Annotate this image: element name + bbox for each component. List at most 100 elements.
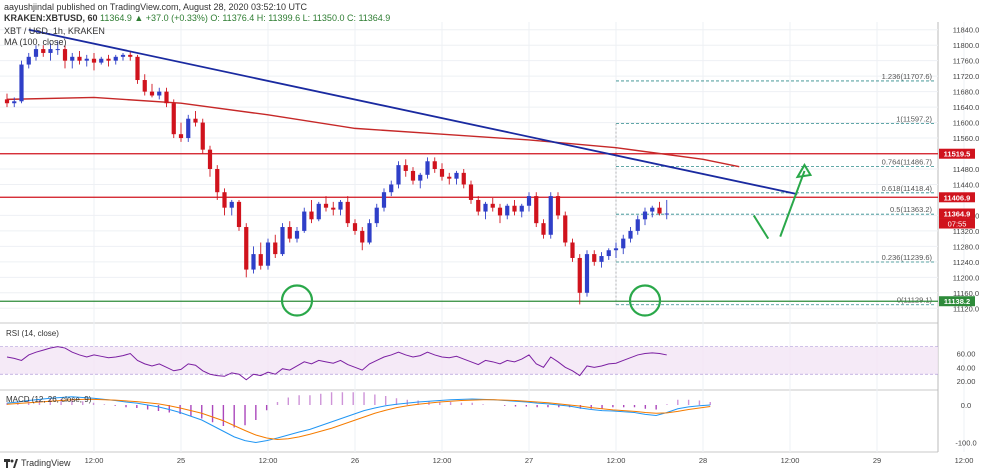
candle-body bbox=[323, 203, 329, 208]
price-tick-label: 11760.0 bbox=[953, 57, 980, 66]
time-tick-label: 26 bbox=[351, 456, 359, 465]
candle-body bbox=[19, 64, 24, 102]
price-tick-label: 11840.0 bbox=[953, 26, 980, 35]
fib-level-label: 0.764(11486.7) bbox=[882, 157, 933, 166]
price-tick-label: 11800.0 bbox=[953, 41, 980, 50]
candle-body bbox=[345, 201, 350, 224]
path-arrow-segment bbox=[779, 170, 806, 237]
candle-body bbox=[244, 227, 249, 270]
time-tick-label: 25 bbox=[177, 456, 185, 465]
candle-body bbox=[613, 248, 619, 251]
candle-body bbox=[128, 54, 133, 57]
candle-body bbox=[577, 257, 582, 293]
candle-body bbox=[251, 254, 256, 270]
candle-body bbox=[12, 101, 17, 104]
candle-body bbox=[171, 103, 176, 135]
candle-body bbox=[367, 223, 372, 243]
price-tick-label: 11640.0 bbox=[953, 103, 980, 112]
candle-body bbox=[425, 161, 430, 175]
candle-body bbox=[62, 49, 68, 61]
bearish-trendline bbox=[28, 28, 798, 196]
candle-body bbox=[439, 169, 445, 177]
candle-body bbox=[229, 201, 234, 208]
candle-body bbox=[4, 99, 10, 104]
price-tick-label: 11280.0 bbox=[953, 242, 980, 251]
candle-body bbox=[309, 211, 314, 220]
chart-title: XBT / USD, 1h, KRAKEN bbox=[4, 26, 105, 36]
candle-body bbox=[70, 56, 75, 61]
fib-level-label: 0.618(11418.4) bbox=[882, 184, 933, 193]
macd-label: MACD (12, 26, close, 9) bbox=[6, 395, 92, 404]
candle-body bbox=[599, 256, 604, 262]
candle-body bbox=[410, 170, 416, 181]
candle-body bbox=[505, 205, 510, 216]
candle-body bbox=[490, 203, 495, 208]
candle-body bbox=[149, 91, 155, 96]
time-tick-label: 12:00 bbox=[607, 456, 626, 465]
rsi-line bbox=[6, 346, 667, 381]
price-tick-label: 11680.0 bbox=[953, 88, 980, 97]
time-tick-label: 12:00 bbox=[955, 456, 974, 465]
candle-body bbox=[120, 54, 126, 57]
rsi-label: RSI (14, close) bbox=[6, 329, 59, 338]
candle-body bbox=[222, 192, 227, 208]
candle-body bbox=[381, 192, 387, 208]
candle-body bbox=[26, 56, 31, 65]
macd-tick-label: -100.0 bbox=[955, 439, 976, 448]
candle-body bbox=[664, 213, 669, 215]
rsi-tick-label: 40.00 bbox=[957, 363, 976, 372]
current-price-tag bbox=[939, 208, 975, 219]
candle-body bbox=[207, 149, 213, 169]
candle-body bbox=[135, 56, 140, 81]
price-tick-label: 11160.0 bbox=[953, 289, 979, 298]
candle-body bbox=[265, 242, 271, 266]
support-tag bbox=[939, 296, 975, 307]
countdown-label: 07:55 bbox=[948, 220, 967, 229]
candle-body bbox=[628, 230, 633, 239]
resistance-1-tag-label: 11519.5 bbox=[944, 150, 971, 159]
candle-body bbox=[461, 172, 466, 185]
moving-average-line bbox=[6, 96, 740, 168]
macd-line bbox=[6, 396, 711, 444]
candle-body bbox=[606, 250, 611, 257]
price-tick-label: 11440.0 bbox=[953, 180, 980, 189]
candle-body bbox=[592, 254, 597, 262]
candle-body bbox=[635, 219, 640, 231]
ma-indicator-label: MA (100, close) bbox=[4, 37, 67, 47]
candle-body bbox=[447, 176, 452, 179]
support-circle bbox=[628, 284, 662, 317]
price-tick-label: 11240.0 bbox=[953, 258, 980, 267]
fib-level-label: 0(11129.1) bbox=[897, 296, 933, 305]
candle-body bbox=[621, 238, 626, 249]
tradingview-logo[interactable]: TradingView bbox=[4, 458, 71, 468]
candle-body bbox=[48, 49, 53, 53]
candle-body bbox=[389, 184, 394, 193]
candle-body bbox=[650, 207, 655, 212]
candle-body bbox=[236, 201, 242, 228]
candle-body bbox=[157, 91, 162, 96]
candle-body bbox=[584, 254, 590, 293]
candle-body bbox=[316, 203, 321, 220]
publisher-line: aayushjindal published on TradingView.co… bbox=[4, 2, 308, 12]
candle-body bbox=[280, 227, 285, 255]
candle-body bbox=[563, 215, 568, 243]
candle-body bbox=[519, 205, 524, 212]
candle-body bbox=[258, 254, 263, 266]
candle-body bbox=[541, 223, 546, 235]
candle-body bbox=[200, 122, 205, 150]
candle-body bbox=[657, 207, 662, 214]
candle-body bbox=[642, 211, 648, 220]
candle-body bbox=[302, 211, 307, 231]
signal-line bbox=[6, 398, 711, 441]
quote-line: KRAKEN:XBTUSD, 60 11364.9 ▲ +37.0 (+0.33… bbox=[4, 13, 390, 23]
candle-body bbox=[331, 207, 336, 210]
arrow-head bbox=[795, 162, 813, 179]
candle-body bbox=[106, 58, 111, 61]
candle-body bbox=[338, 201, 343, 210]
resistance-2-tag bbox=[939, 192, 975, 203]
time-tick-label: 27 bbox=[525, 456, 533, 465]
candle-body bbox=[84, 58, 89, 61]
price-tick-label: 11560.0 bbox=[953, 134, 980, 143]
support-circle bbox=[280, 284, 314, 317]
